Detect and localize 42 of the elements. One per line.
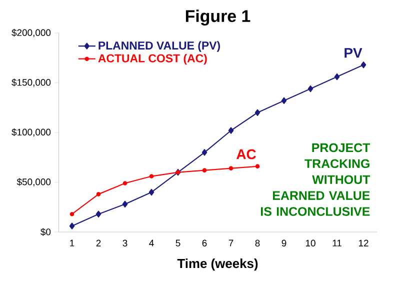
x-axis-title: Time (weeks) [177,258,258,271]
point [148,188,154,196]
x-tick-label: 3 [122,240,128,246]
y-tick-label: $50,000 [16,178,51,186]
legend-label: PLANNED VALUE (PV) [98,41,220,52]
legend-label: ACTUAL COST (AC) [98,54,207,65]
x-tick-label: 7 [228,240,234,246]
x-tick-label: 11 [332,240,342,246]
annotation: PV [344,48,362,58]
y-tick-label: $100,000 [12,128,51,137]
point [281,97,287,104]
x-tick-label: 5 [176,240,180,246]
point [202,168,207,172]
point [255,164,260,168]
x-tick-label: 2 [96,240,101,246]
annotation: AC [236,149,256,160]
x-tick-label: 12 [358,240,368,246]
point [228,166,234,170]
x-tick-label: 1 [70,240,74,246]
y-tick-label: $0 [40,228,51,236]
y-tick-label: $200,000 [12,28,51,38]
point [122,181,128,186]
point [69,222,75,230]
point [228,127,234,134]
point [149,174,154,178]
y-tick-label: $150,000 [12,78,51,87]
x-tick-label: 10 [306,240,316,246]
point [70,212,74,216]
x-tick-label: 9 [282,240,286,246]
point [360,62,366,68]
x-tick-label: 8 [255,240,260,246]
point [122,200,128,208]
point [308,85,314,92]
point [96,192,101,196]
x-tick-label: 4 [149,240,154,246]
chart-title: Figure 1 [186,10,250,26]
point [254,109,260,116]
annotation: PROJECT TRACKING WITHOUT EARNED VALUE IS INCONCLUSIVE [261,143,370,216]
point [96,210,102,218]
x-tick-label: 6 [202,240,207,246]
point [334,73,340,80]
point [202,149,208,156]
